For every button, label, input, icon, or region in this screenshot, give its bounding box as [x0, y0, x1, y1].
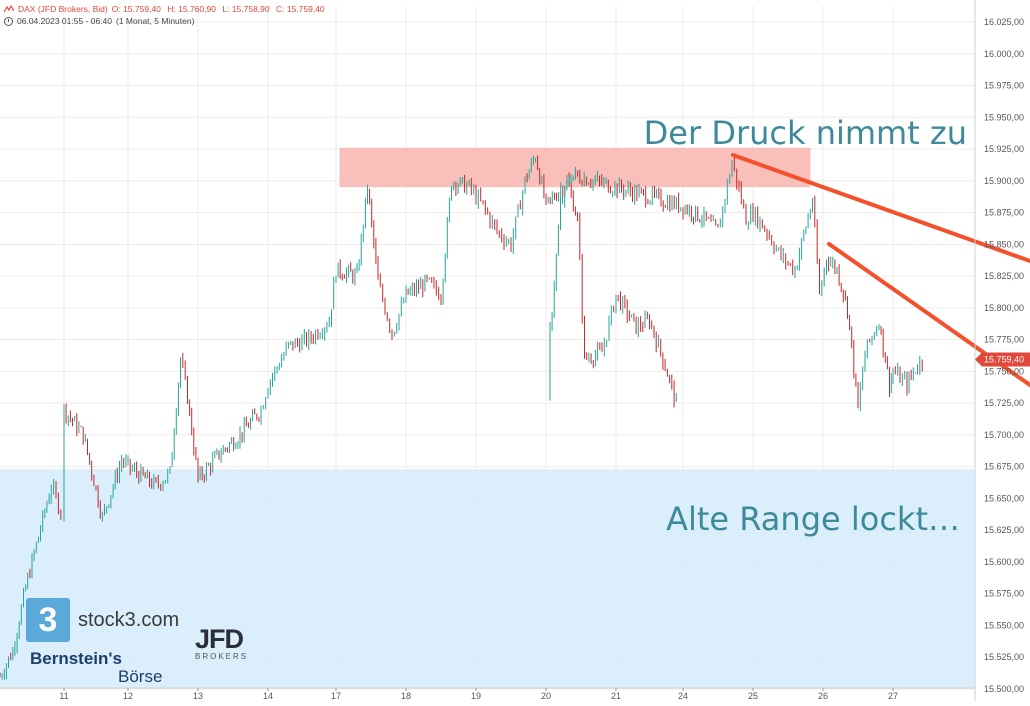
time-range: 06.04.2023 01:55 - 06:40 [17, 16, 112, 26]
ohlc-close: C: 15.759,40 [275, 4, 325, 14]
stock3-badge: 3 [26, 598, 70, 642]
y-tick-label: 15.950,00 [984, 112, 1024, 122]
x-tick-label: 26 [818, 691, 828, 701]
candlestick-series [0, 155, 923, 680]
bernstein-line1: Bernstein's [30, 649, 122, 668]
trendlines [731, 153, 1030, 387]
y-tick-label: 16.025,00 [984, 17, 1024, 27]
y-tick-label: 15.500,00 [984, 684, 1024, 694]
jfd-brokers-logo: JFD BROKERS [195, 624, 249, 662]
y-tick-label: 15.625,00 [984, 525, 1024, 535]
x-tick-label: 11 [59, 691, 68, 701]
series-icon [4, 5, 14, 13]
y-tick-label: 15.775,00 [984, 335, 1024, 345]
ohlc-open: O: 15.759,40 [111, 4, 161, 14]
y-tick-label: 15.875,00 [984, 208, 1024, 218]
stock3-text: stock3.com [78, 608, 180, 631]
bernstein-line2: Börse [118, 667, 163, 686]
current-price-label-bg [975, 352, 1030, 367]
y-tick-label: 15.850,00 [984, 239, 1024, 249]
old-range-zone [0, 469, 975, 688]
annotation-pressure: Der Druck nimmt zu [644, 114, 967, 152]
y-tick-label: 15.700,00 [984, 430, 1024, 440]
x-tick-label: 13 [193, 691, 203, 701]
y-tick-label: 15.800,00 [984, 303, 1024, 313]
y-tick-label: 15.750,00 [984, 366, 1024, 376]
x-tick-label: 18 [401, 691, 411, 701]
x-tick-label: 20 [541, 691, 551, 701]
chart-header-time: 06.04.2023 01:55 - 06:40 (1 Monat, 5 Min… [4, 16, 194, 26]
y-tick-label: 15.725,00 [984, 398, 1024, 408]
chart-header-symbol: DAX (JFD Brokers, Bid) O: 15.759,40 H: 1… [4, 4, 329, 14]
interval-label: (1 Monat, 5 Minuten) [116, 16, 195, 26]
y-tick-label: 15.825,00 [984, 271, 1024, 281]
y-tick-label: 15.675,00 [984, 462, 1024, 472]
y-axis: 16.025,00 16.000,00 15.975,00 15.950,00 15.9… [974, 0, 1024, 701]
jfd-brokers-text: BROKERS [195, 652, 249, 661]
x-tick-label: 12 [123, 691, 133, 701]
y-tick-label: 15.525,00 [984, 652, 1024, 662]
x-tick-label: 21 [611, 691, 621, 701]
current-price-label-text: 15.759,40 [984, 354, 1024, 364]
y-tick-label: 15.900,00 [984, 176, 1024, 186]
x-tick-label: 24 [678, 691, 688, 701]
bernstein-boerse-logo: Bernstein's Börse [30, 650, 162, 686]
current-price-label: 15.759,40 [975, 352, 1030, 367]
jfd-text: JFD [195, 624, 244, 654]
y-tick-label: 15.575,00 [984, 589, 1024, 599]
x-tick-label: 25 [748, 691, 758, 701]
x-tick-label: 27 [888, 691, 898, 701]
trendline-upper [731, 153, 1030, 263]
y-tick-label: 16.000,00 [984, 49, 1024, 59]
annotation-old-range: Alte Range lockt… [666, 500, 960, 538]
stock3-logo: 3 stock3.com [26, 598, 179, 642]
y-tick-label: 15.925,00 [984, 144, 1024, 154]
y-tick-label: 15.600,00 [984, 557, 1024, 567]
y-tick-label: 15.650,00 [984, 493, 1024, 503]
x-tick-label: 17 [331, 691, 341, 701]
ohlc-low: L: 15.758,90 [222, 4, 270, 14]
x-tick-label: 19 [471, 691, 481, 701]
y-tick-label: 15.550,00 [984, 620, 1024, 630]
x-tick-label: 14 [263, 691, 273, 701]
y-tick-label: 15.975,00 [984, 81, 1024, 91]
clock-icon [4, 16, 13, 26]
ohlc-high: H: 15.760,90 [167, 4, 216, 14]
symbol-name: DAX (JFD Brokers, Bid) [18, 4, 108, 14]
x-axis: 11 12 13 14 17 18 19 20 21 24 25 26 27 [0, 687, 975, 701]
